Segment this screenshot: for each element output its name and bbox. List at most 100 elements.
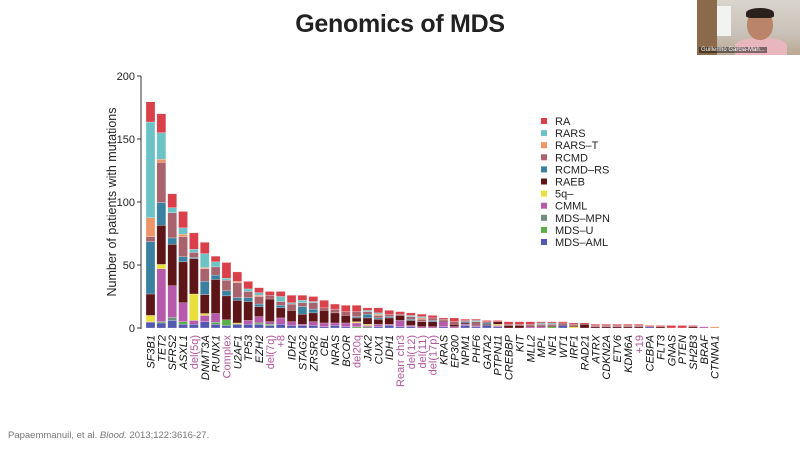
- bar-segment-KIT-RA: [514, 321, 525, 325]
- x-tick-label: SFRS2: [167, 335, 179, 370]
- participant-name: Guillermo Garcia-Man...: [699, 47, 767, 53]
- participant-video-thumbnail[interactable]: Guillermo Garcia-Man...: [697, 0, 800, 55]
- bar-segment-BCOR-RA: [341, 305, 351, 312]
- bar-segment-IDH2-MDS–AML: [286, 325, 297, 329]
- bar-segment-del20q-RAEB: [351, 317, 362, 322]
- bar-segment-EZH2-RARS: [254, 292, 264, 296]
- bar-segment-del(5q)-5q–: [189, 293, 199, 321]
- bar-segment-TET2-RARS–T: [156, 158, 167, 163]
- bar-segment-WT1-MDS–AML: [558, 325, 568, 329]
- bar-segment-ASXL1-RARS–T: [178, 233, 188, 237]
- bar-segment-RUNX1-RCMD–RS: [210, 274, 221, 280]
- bar-segment-NPM1-RA: [460, 318, 470, 321]
- bar-segment-del20q-RCMD: [351, 311, 362, 317]
- bar-segment-TET2-RA: [156, 113, 167, 133]
- bar-segment-PTEN-RA: [677, 325, 687, 329]
- bar-segment-SF3B1-RARS: [145, 121, 156, 218]
- bar-segment-del(11)-RCMD: [417, 318, 427, 322]
- x-tick-label: ETV6: [612, 334, 624, 362]
- bar-segment-CUX1-RAEB: [373, 318, 384, 325]
- bar-segment-IDH2-CMML: [286, 321, 297, 326]
- bar-segment-CBL-CMML: [319, 322, 329, 327]
- legend-label: RARS–T: [555, 140, 599, 152]
- legend-label: MDS–U: [555, 225, 594, 237]
- bar-segment-SH2B3-RA: [688, 325, 698, 327]
- bar-segment-SF3B1-RCMD: [145, 236, 156, 242]
- bar-segment-SFRS2-RCMD–RS: [167, 237, 177, 245]
- bar-segment-JAK2-RAEB: [362, 317, 373, 325]
- x-tick-label: SH2B3: [688, 334, 700, 370]
- bar-segment-KRAS-CMML: [438, 321, 449, 327]
- bar-segment-RUNX1-CMML: [210, 313, 221, 323]
- bar-segment-SFRS2-MDS–AML: [167, 320, 177, 329]
- bar-segment-del(5q)-CMML: [189, 320, 199, 325]
- bar-segment-EZH2-RCMD: [254, 296, 264, 305]
- bar-segment-NRAS-RA: [330, 303, 340, 310]
- bar-segment-RUNX1-MDS–U: [210, 322, 221, 325]
- x-tick-label: NPM1: [460, 335, 472, 366]
- bar-segment-U2AF1-RCMD–RS: [232, 297, 243, 301]
- bar-segment-IRF1-RA: [568, 322, 579, 325]
- bar-segment-EZH2-CMML: [254, 316, 264, 324]
- x-tick-label: del(12): [406, 335, 418, 369]
- bar-segment-STAG2-RA: [297, 295, 308, 301]
- bar-segment-ASXL1-MDS–AML: [178, 324, 188, 329]
- x-tick-label: KDM6A: [623, 335, 635, 373]
- x-tick-label: IDH1: [384, 335, 396, 360]
- bar-segment-TP53-RCMD–RS: [243, 297, 253, 302]
- bar-segment-U2AF1-RAEB: [232, 300, 243, 324]
- x-tick-label: del(17p): [428, 335, 440, 375]
- legend-label: MDS–MPN: [555, 213, 610, 225]
- x-tick-label: MPL: [536, 335, 548, 358]
- bar-segment-SF3B1-MDS–AML: [145, 322, 156, 329]
- bar-segment-JAK2-RCMD: [362, 311, 373, 315]
- bar-segment-TP53-RA: [243, 281, 253, 290]
- legend-swatch-MDS–U: [541, 226, 547, 233]
- x-tick-label: CEBPA: [645, 335, 657, 371]
- bar-segment-KRAS-RA: [438, 317, 449, 320]
- x-tick-label: Rearr chr3: [395, 335, 407, 387]
- bar-segment-ZRSR2-RA: [308, 296, 318, 302]
- x-tick-label: JAK2: [363, 335, 375, 362]
- x-tick-label: NRAS: [330, 334, 342, 365]
- bar-segment-CTNNA1-RARS–T: [710, 326, 720, 329]
- bar-segment-del(17p)-RCMD: [427, 317, 438, 321]
- x-tick-label: PHF6: [471, 334, 483, 363]
- bar-segment-EZH2-MDS–AML: [254, 324, 264, 329]
- bar-segment-del(5q)-RA: [189, 232, 199, 250]
- participant-hair: [746, 8, 774, 18]
- bar-segment-CDKN2A-RA: [601, 324, 611, 326]
- bar-segment-CUX1-RA: [373, 307, 384, 314]
- bar-segment-del(7q)-RAEB: [265, 298, 275, 322]
- bar-segment-+8-RCMD: [276, 301, 286, 306]
- x-tick-label: CBL: [319, 335, 331, 356]
- bar-segment-Rearr chr3-RAEB: [395, 315, 405, 321]
- y-tick-label: 0: [129, 323, 135, 335]
- bar-segment-NRAS-RAEB: [330, 312, 340, 324]
- legend-label: RCMD: [555, 152, 588, 164]
- bar-segment-ASXL1-RARS: [178, 227, 188, 235]
- background-shelf: [697, 0, 717, 55]
- bar-segment-IDH1-MDS–AML: [384, 325, 394, 329]
- x-tick-label: EP300: [449, 334, 461, 368]
- legend-swatch-CMML: [541, 202, 547, 209]
- x-tick-label: PTPN11: [493, 335, 505, 376]
- bar-segment-Complex-RARS: [221, 278, 232, 281]
- bar-segment-RAD21-RA: [579, 322, 590, 325]
- bar-segment-+8-RAEB: [276, 307, 286, 319]
- bar-segment-GATA2-RA: [482, 320, 492, 322]
- x-tick-label: BCOR: [341, 335, 353, 367]
- bar-segment-SF3B1-RCMD–RS: [145, 241, 156, 295]
- x-tick-label: del(7q): [265, 335, 277, 369]
- bar-segment-SF3B1-RA: [145, 101, 156, 123]
- bar-segment-SF3B1-RARS–T: [145, 217, 156, 237]
- bar-segment-ATRX-RA: [590, 324, 601, 326]
- legend-swatch-RCMD: [541, 154, 547, 161]
- bar-segment-DNMT3A-RAEB: [200, 294, 210, 314]
- x-tick-label: DNMT3A: [200, 335, 212, 380]
- x-tick-label: FLT3: [655, 334, 667, 360]
- bar-segment-IDH1-RA: [384, 310, 394, 315]
- bar-segment-RAD21-RAEB: [579, 324, 590, 329]
- x-tick-label: PTEN: [677, 335, 689, 364]
